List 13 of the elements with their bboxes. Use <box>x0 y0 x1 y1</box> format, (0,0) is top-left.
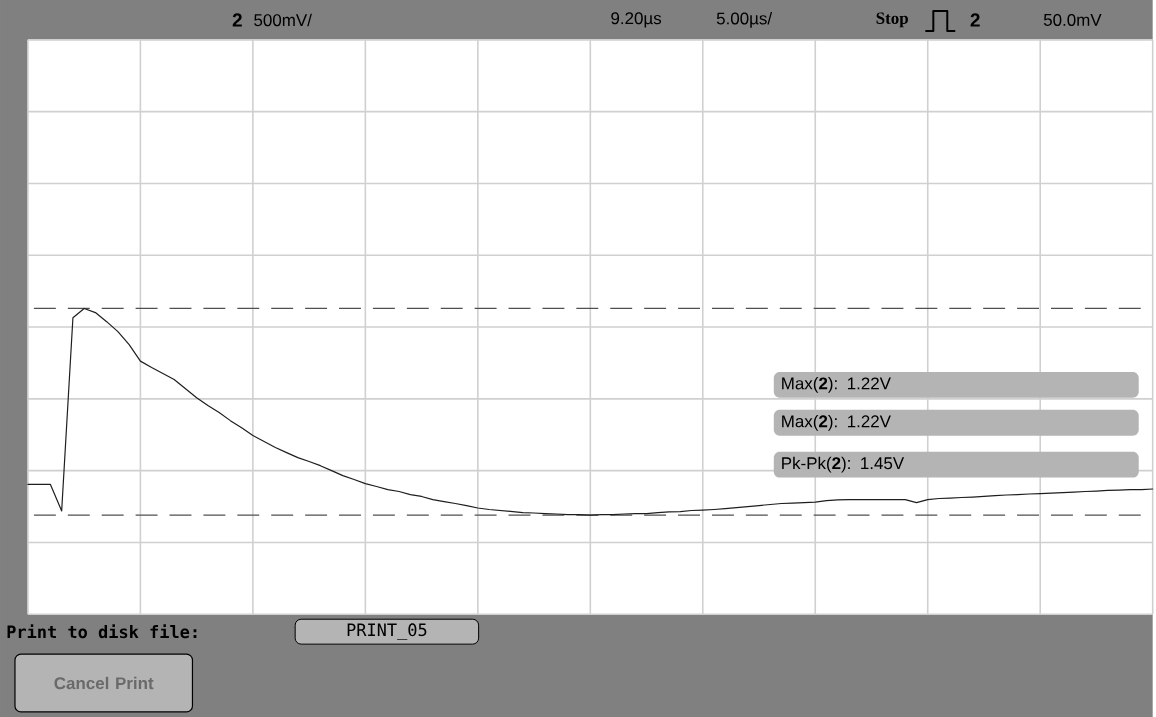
annotation: Max(2): 1.22V <box>782 377 891 393</box>
text: 500mV/ <box>254 13 312 27</box>
text: 2 <box>970 13 980 27</box>
text: 2 <box>232 13 242 27</box>
text: Print to disk file: <box>7 624 197 639</box>
text: PRINT_05 <box>347 623 427 640</box>
annotation: Pk-Pk(2): 1.45V <box>782 456 905 473</box>
text: 5.00µs/ <box>716 12 773 28</box>
text: Stop <box>876 12 908 28</box>
annotation: Max(2): 1.22V <box>782 414 891 431</box>
text: 9.20µs <box>611 12 662 28</box>
text: Cancel Print <box>54 676 154 690</box>
text: 50.0mV <box>1043 13 1102 26</box>
